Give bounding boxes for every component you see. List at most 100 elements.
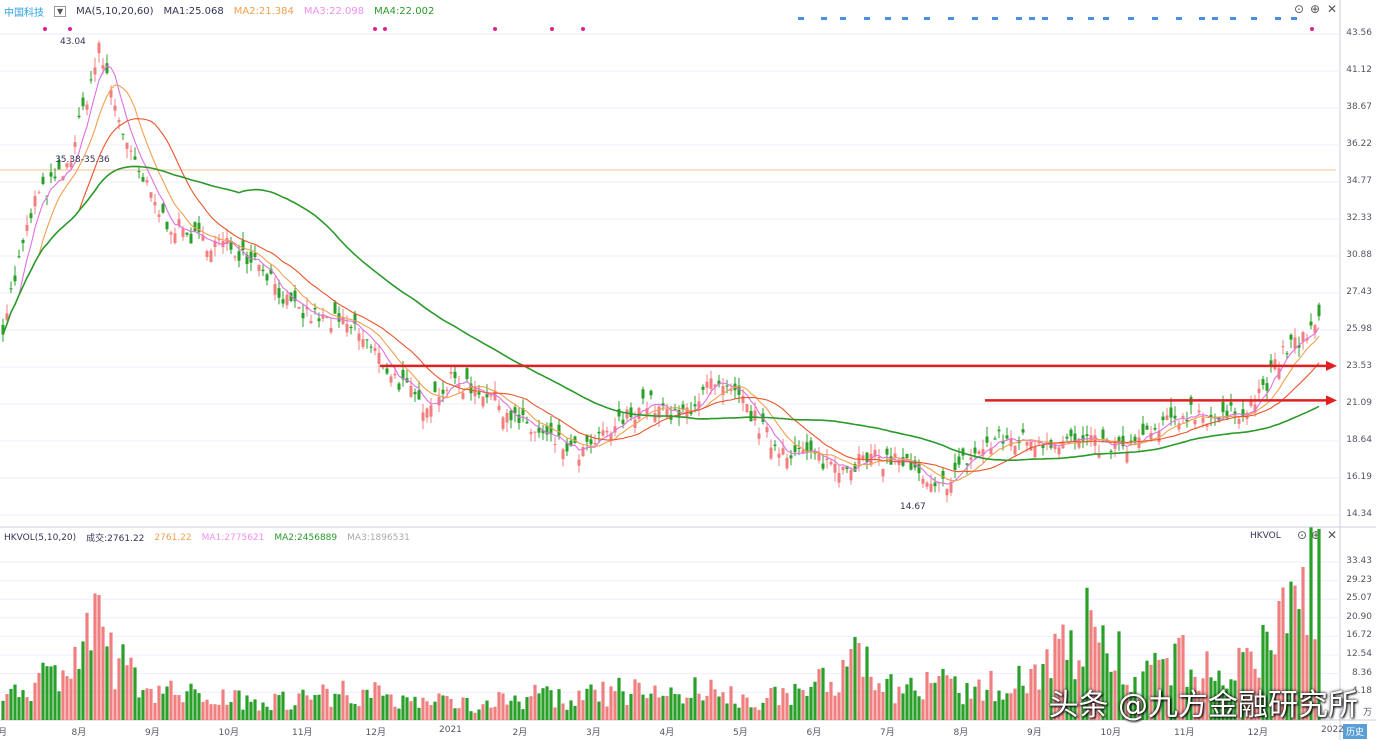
candle xyxy=(505,413,509,423)
volume-bar xyxy=(393,706,397,720)
candle xyxy=(969,457,973,460)
moving-average-line xyxy=(2,118,1320,473)
volume-bar xyxy=(837,692,841,720)
candle xyxy=(93,67,97,75)
volume-close-icon[interactable]: ✕ xyxy=(1327,528,1338,542)
volume-bar xyxy=(833,695,837,720)
volume-bar xyxy=(1069,630,1073,720)
moving-average-line xyxy=(2,84,1320,482)
candle xyxy=(69,162,73,168)
candle xyxy=(437,397,441,406)
volume-history-icon[interactable]: ⊕ xyxy=(1311,528,1322,542)
price-tick: 27.43 xyxy=(1346,287,1372,297)
stock-name[interactable]: 中国科技 xyxy=(4,8,44,19)
candle xyxy=(485,394,489,398)
volume-bar xyxy=(917,696,921,720)
candle xyxy=(941,470,945,479)
candle xyxy=(1053,444,1057,449)
volume-bar xyxy=(193,689,197,720)
candle xyxy=(233,256,237,258)
candle xyxy=(325,316,329,319)
price-tick: 43.56 xyxy=(1346,28,1372,38)
candle xyxy=(617,409,621,417)
volume-bar xyxy=(1285,633,1289,720)
history-button[interactable]: 历史 xyxy=(1343,724,1368,739)
volume-bar xyxy=(45,666,49,720)
moving-average-line xyxy=(2,165,1320,462)
candle xyxy=(33,196,37,207)
volume-bar xyxy=(93,593,97,720)
candle xyxy=(1181,416,1185,418)
candle xyxy=(1129,440,1133,442)
candle xyxy=(153,201,157,206)
candle xyxy=(197,222,201,233)
volume-bar xyxy=(1013,688,1017,720)
candle xyxy=(301,313,305,319)
candle xyxy=(249,251,253,263)
volume-bar xyxy=(501,693,505,720)
candle xyxy=(1,324,5,335)
volume-bar xyxy=(1181,635,1185,720)
settings-icon[interactable]: ⊙ xyxy=(1294,2,1305,16)
candle xyxy=(369,346,373,348)
volume-bar xyxy=(1205,651,1209,720)
volume-settings-icon[interactable]: ⊙ xyxy=(1297,528,1308,542)
volume-bar xyxy=(909,677,913,720)
volume-params[interactable]: HKVOL(5,10,20) xyxy=(4,532,77,543)
signal-marker xyxy=(1275,17,1281,20)
candle xyxy=(917,462,921,474)
volume-bar xyxy=(717,696,721,720)
volume-bar xyxy=(905,684,909,720)
candle xyxy=(265,274,269,281)
volume-bar xyxy=(897,686,901,720)
volume-bar xyxy=(657,697,661,720)
candle xyxy=(237,251,241,261)
volume-bar xyxy=(853,636,857,720)
candle xyxy=(1237,418,1241,424)
volume-ma-3: MA2:2456889 xyxy=(274,532,338,543)
dropdown-icon[interactable]: ▼ xyxy=(54,6,67,17)
candle xyxy=(1209,414,1213,418)
volume-bar xyxy=(349,703,353,720)
candle xyxy=(833,463,837,473)
volume-bar xyxy=(865,646,869,720)
candle xyxy=(893,453,897,458)
volume-bar xyxy=(685,697,689,720)
volume-bar xyxy=(365,689,369,720)
candle xyxy=(661,403,665,406)
volume-bar xyxy=(281,691,285,720)
volume-bar xyxy=(1089,610,1093,720)
candle xyxy=(373,347,377,352)
volume-bar xyxy=(673,693,677,720)
candle xyxy=(509,410,513,421)
candle xyxy=(297,306,301,309)
candle xyxy=(349,326,353,329)
volume-bar xyxy=(41,662,45,720)
volume-bar xyxy=(217,704,221,720)
volume-bar xyxy=(1073,679,1077,720)
volume-bar xyxy=(933,682,937,720)
candle xyxy=(25,224,29,231)
volume-bar xyxy=(509,700,513,720)
volume-tag: HKVOL xyxy=(1250,531,1281,541)
ma1-value: MA1:25.068 xyxy=(163,6,224,17)
candle xyxy=(85,104,89,110)
candle xyxy=(1165,415,1169,420)
volume-bar xyxy=(321,684,325,720)
volume-bar xyxy=(161,693,165,720)
ma-params[interactable]: MA(5,10,20,60) xyxy=(76,6,154,17)
candle xyxy=(413,391,417,395)
volume-bar xyxy=(1009,693,1013,720)
close-icon[interactable]: ✕ xyxy=(1327,2,1338,16)
volume-bar xyxy=(1257,677,1261,720)
candle xyxy=(61,176,65,181)
candle xyxy=(277,288,281,298)
volume-bar xyxy=(305,695,309,720)
candle xyxy=(1285,353,1289,355)
volume-bar xyxy=(397,708,401,720)
volume-tick: 20.90 xyxy=(1346,611,1372,622)
candle xyxy=(681,404,685,410)
volume-bar xyxy=(97,595,101,720)
history-icon[interactable]: ⊕ xyxy=(1310,2,1321,16)
